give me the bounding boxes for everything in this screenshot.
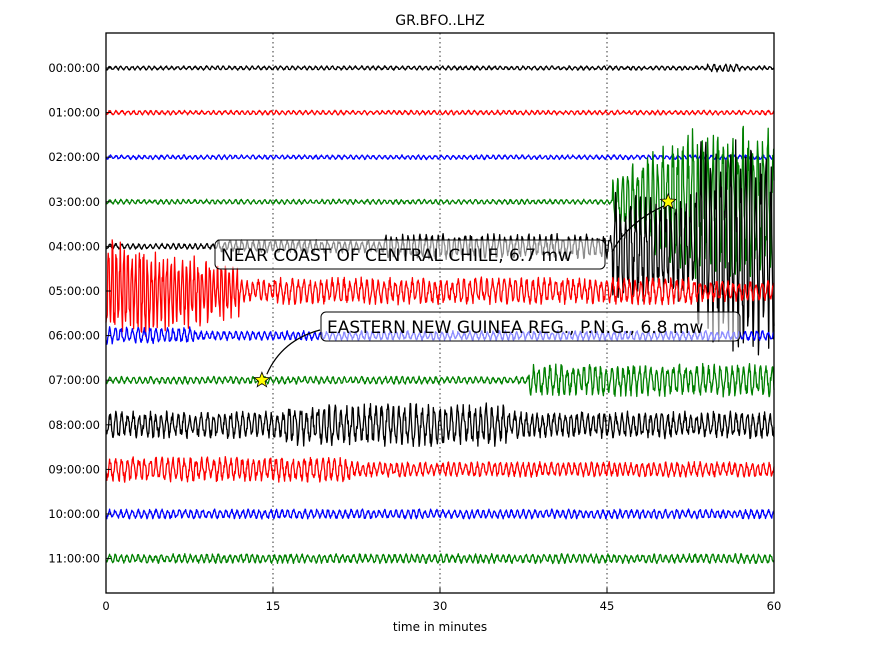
x-tick-label: 45 — [600, 599, 615, 613]
y-tick-label: 07:00:00 — [48, 373, 100, 387]
y-tick-label: 09:00:00 — [48, 462, 100, 476]
y-tick-label: 00:00:00 — [48, 61, 100, 75]
trace-110000 — [105, 553, 775, 565]
trace-080000 — [105, 402, 775, 448]
event-star-icon — [659, 192, 677, 210]
x-tick-label: 30 — [433, 599, 448, 613]
trace-000000 — [105, 63, 775, 73]
event-arrow — [266, 329, 321, 375]
chart-title: GR.BFO..LHZ — [395, 13, 484, 29]
x-tick-label: 15 — [266, 599, 281, 613]
y-tick-label: 05:00:00 — [48, 284, 100, 298]
event-label-box — [214, 239, 606, 270]
x-tick-label: 60 — [767, 599, 782, 613]
event-label: EASTERN NEW GUINEA REG., P.N.G., 6.8 mw — [327, 318, 703, 338]
event-label: NEAR COAST OF CENTRAL CHILE, 6.7 mw — [221, 246, 572, 266]
event-star-icon — [253, 371, 271, 388]
trace-010000 — [105, 109, 775, 116]
trace-100000 — [105, 508, 775, 520]
y-tick-label: 10:00:00 — [48, 507, 100, 521]
y-tick-label: 03:00:00 — [48, 195, 100, 209]
trace-030000 — [105, 125, 775, 280]
y-tick-label: 02:00:00 — [48, 150, 100, 164]
y-tick-label: 08:00:00 — [48, 418, 100, 432]
x-axis-label: time in minutes — [393, 620, 487, 634]
x-tick-labels: 0 15 30 45 60 — [102, 588, 781, 613]
trace-090000 — [105, 455, 775, 483]
y-tick-labels: 00:00:00 01:00:00 02:00:00 03:00:00 04:00:00… — [48, 61, 111, 566]
event-arrow — [611, 205, 665, 253]
y-tick-label: 11:00:00 — [48, 552, 100, 566]
y-tick-label: 04:00:00 — [48, 239, 100, 253]
trace-070000 — [105, 362, 775, 398]
x-tick-label: 0 — [102, 599, 109, 613]
y-tick-label: 01:00:00 — [48, 106, 100, 120]
event-annotations: NEAR COAST OF CENTRAL CHILE, 6.7 mw EASTE… — [214, 192, 741, 388]
event-label-box — [320, 311, 741, 342]
y-tick-label: 06:00:00 — [48, 329, 100, 343]
